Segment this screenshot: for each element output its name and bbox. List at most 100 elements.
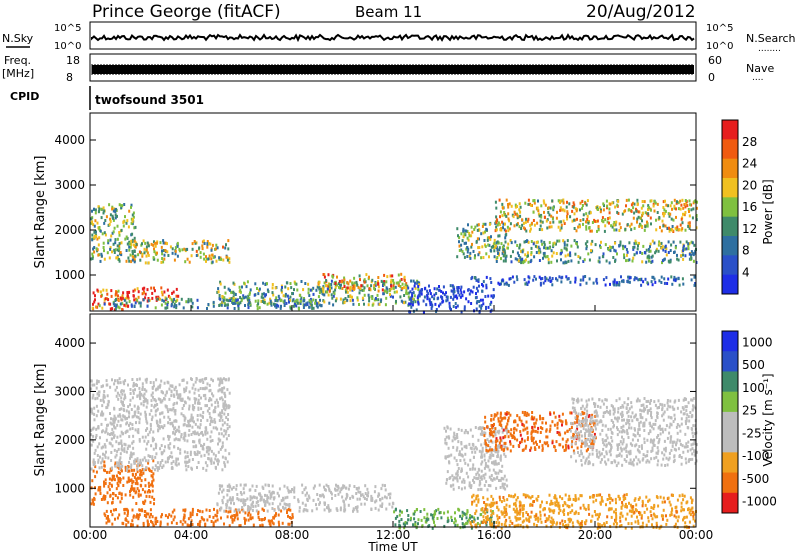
range-gate-cell [204, 426, 207, 430]
range-gate-cell [290, 286, 293, 290]
range-gate-cell [654, 280, 657, 284]
range-gate-cell [298, 509, 301, 513]
range-gate-cell [642, 204, 645, 208]
colorbar-segment [722, 178, 738, 198]
range-gate-cell [405, 291, 408, 295]
range-gate-cell [104, 455, 107, 459]
range-gate-cell [198, 439, 201, 443]
range-gate-cell [660, 246, 663, 250]
range-gate-cell [575, 229, 578, 233]
range-gate-cell [171, 251, 174, 255]
range-gate-cell [337, 492, 340, 496]
range-gate-cell [555, 216, 558, 220]
range-gate-cell [92, 500, 95, 504]
range-gate-cell [320, 304, 323, 308]
range-gate-cell [501, 430, 504, 434]
range-gate-cell [542, 199, 545, 203]
range-gate-cell [142, 394, 145, 398]
range-gate-cell [131, 249, 134, 253]
nsky-label: N.Sky [2, 32, 34, 45]
range-gate-cell [577, 260, 580, 264]
range-gate-cell [389, 492, 392, 496]
range-gate-cell [215, 247, 217, 251]
range-gate-cell [103, 482, 106, 486]
range-gate-cell [355, 487, 358, 490]
range-gate-cell [186, 523, 189, 527]
range-gate-cell [476, 228, 479, 232]
range-gate-cell [167, 434, 169, 438]
range-gate-cell [639, 223, 642, 227]
range-gate-cell [450, 289, 453, 293]
range-gate-cell [531, 415, 533, 419]
range-gate-cell [128, 245, 131, 249]
range-gate-cell [168, 513, 171, 517]
range-gate-cell [101, 410, 103, 414]
range-gate-cell [221, 418, 224, 422]
range-gate-cell [131, 378, 134, 381]
range-gate-cell [160, 411, 163, 415]
range-gate-cell [401, 510, 403, 514]
range-gate-cell [132, 289, 135, 293]
range-gate-cell [249, 513, 252, 517]
range-gate-cell [141, 509, 144, 513]
range-gate-cell [435, 308, 438, 311]
range-gate-cell [205, 257, 208, 261]
range-gate-cell [649, 216, 652, 220]
range-gate-cell [107, 456, 110, 460]
range-gate-cell [507, 229, 510, 233]
range-gate-cell [121, 448, 124, 452]
range-gate-cell [308, 299, 311, 303]
range-gate-cell [90, 257, 93, 261]
range-gate-cell [241, 506, 244, 509]
range-gate-cell [90, 410, 93, 414]
range-gate-cell [574, 280, 577, 284]
range-gate-cell [607, 217, 610, 220]
range-gate-cell [145, 512, 148, 516]
range-gate-cell [120, 407, 123, 411]
range-gate-cell [223, 402, 226, 406]
range-gate-cell [605, 452, 608, 456]
range-gate-cell [151, 489, 154, 493]
freq-band-texture [91, 64, 693, 75]
range-gate-cell [129, 403, 131, 407]
range-gate-cell [261, 518, 264, 522]
range-gate-cell [280, 288, 283, 292]
range-gate-cell [591, 249, 594, 253]
range-gate-cell [113, 434, 116, 438]
range-gate-cell [171, 455, 174, 459]
range-gate-cell [118, 242, 121, 246]
range-gate-cell [223, 522, 225, 526]
range-gate-cell [577, 255, 580, 258]
range-gate-cell [330, 293, 333, 297]
range-gate-cell [414, 523, 417, 526]
range-gate-cell [516, 438, 519, 442]
range-gate-cell [499, 215, 501, 219]
range-gate-cell [237, 508, 240, 512]
range-gate-cell [183, 247, 186, 251]
range-gate-cell [498, 441, 501, 445]
range-gate-cell [98, 442, 101, 446]
range-gate-cell [564, 431, 567, 435]
range-gate-cell [319, 288, 322, 292]
range-gate-cell [97, 458, 100, 462]
range-gate-cell [377, 298, 380, 302]
range-gate-cell [579, 219, 582, 222]
range-gate-cell [177, 457, 179, 461]
range-gate-cell [665, 253, 668, 257]
range-gate-cell [271, 507, 274, 510]
range-gate-cell [493, 255, 496, 259]
range-gate-cell [492, 468, 495, 472]
range-gate-cell [526, 411, 529, 415]
range-gate-cell [118, 393, 121, 397]
range-gate-cell [481, 426, 484, 430]
range-gate-cell [197, 406, 200, 410]
range-gate-cell [117, 249, 120, 253]
range-gate-cell [627, 198, 630, 202]
range-gate-cell [533, 416, 536, 420]
range-gate-cell [126, 416, 128, 420]
range-gate-cell [196, 431, 199, 435]
range-gate-cell [507, 411, 510, 415]
range-gate-cell [145, 380, 148, 384]
range-gate-cell [510, 204, 513, 208]
range-gate-cell [475, 447, 478, 451]
